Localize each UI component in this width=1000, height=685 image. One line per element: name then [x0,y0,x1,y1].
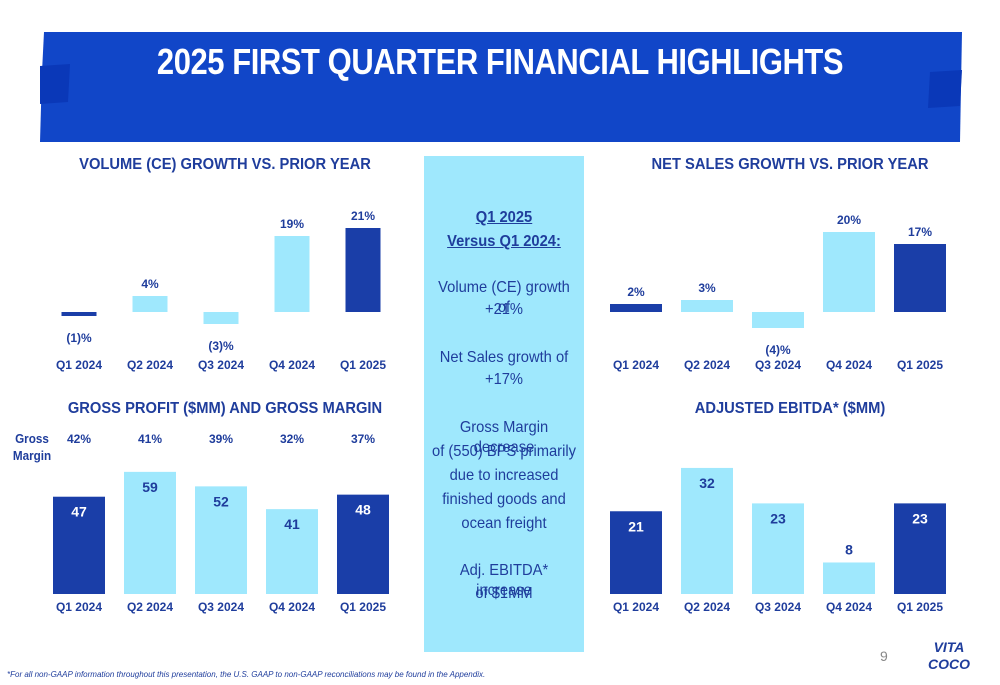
gross-profit-data-label: 59 [142,479,158,495]
gross-profit-data-label: 41 [284,516,300,532]
gross-profit-data-label: 48 [355,502,371,518]
ebitda-category-label: Q1 2025 [897,600,943,614]
net-sales-bar [681,300,733,312]
summary-heading-line2: Versus Q1 2024: [447,233,561,250]
gross-profit-bar [266,509,318,594]
ebitda-data-label: 23 [912,510,928,526]
volume-bar [132,296,168,312]
net-sales-chart-title: NET SALES GROWTH VS. PRIOR YEAR [651,156,929,173]
gross-profit-bar [53,496,105,594]
ebitda-bar [681,467,733,594]
net-sales-category-label: Q1 2024 [613,358,659,372]
volume-category-label: Q4 2024 [269,358,315,372]
gross-profit-bar [195,486,247,594]
summary-panel [424,156,584,652]
gross-margin-label: Gross Margin [12,430,52,464]
volume-bar [274,236,310,312]
ebitda-category-label: Q2 2024 [684,600,730,614]
summary-margin-line5: ocean freight [461,515,547,532]
summary-heading-line1: Q1 2025 [475,209,533,226]
net-sales-data-label: 2% [627,285,645,299]
net-sales-data-label: (4)% [765,343,791,357]
ebitda-chart-title: ADJUSTED EBITDA* ($MM) [694,400,886,417]
gross-profit-bar [124,471,176,594]
summary-margin-line2: of (550) BPS primarily [432,443,576,460]
logo-text-top: VITA [934,639,965,655]
summary-ebitda-line2: of $1MM [475,585,533,602]
volume-chart-title: VOLUME (CE) GROWTH VS. PRIOR YEAR [79,156,371,173]
volume-category-label: Q1 2025 [340,358,386,372]
vita-coco-logo: VITA COCO [928,639,970,672]
volume-bar [345,228,381,312]
volume-category-label: Q2 2024 [127,358,173,372]
ebitda-data-label: 32 [699,475,715,491]
net-sales-bar [752,312,804,328]
ebitda-category-label: Q3 2024 [755,600,801,614]
net-sales-category-label: Q1 2025 [897,358,943,372]
gross-profit-data-label: 47 [71,504,87,520]
summary-sales-line2: +17% [484,371,524,388]
gross-margin-value: 32% [280,432,304,446]
volume-data-label: 4% [141,277,159,291]
gross-profit-category-label: Q4 2024 [269,600,315,614]
gross-profit-category-label: Q1 2024 [56,600,102,614]
summary-volume-line1: Volume (CE) growth of [438,279,570,316]
gross-margin-value: 42% [67,432,91,446]
summary-margin-line1: Gross Margin decrease [459,419,549,456]
ebitda-bar [894,503,946,594]
volume-bar [61,312,97,316]
ebitda-bar [823,562,875,594]
summary-margin-line3: due to increased [449,467,559,484]
gross-profit-bar [337,494,389,594]
title-banner [40,32,962,142]
gross-profit-chart-title: GROSS PROFIT ($MM) AND GROSS MARGIN [67,400,383,417]
ebitda-bar [752,503,804,594]
volume-category-label: Q3 2024 [198,358,244,372]
gross-profit-category-label: Q1 2025 [340,600,386,614]
gross-margin-value: 39% [209,432,233,446]
net-sales-data-label: 17% [908,225,932,239]
gross-margin-value: 41% [138,432,162,446]
ebitda-category-label: Q1 2024 [613,600,659,614]
slide-title: 2025 FIRST QUARTER FINANCIAL HIGHLIGHTS [156,41,844,82]
footnote: *For all non-GAAP information throughout… [7,670,486,679]
net-sales-category-label: Q3 2024 [755,358,801,372]
gross-profit-data-label: 52 [213,493,229,509]
summary-sales-line1: Net Sales growth of [439,349,569,366]
logo-text-bottom: COCO [928,656,970,672]
volume-category-label: Q1 2024 [56,358,102,372]
ebitda-data-label: 23 [770,510,786,526]
net-sales-data-label: 20% [837,213,861,227]
net-sales-bar [823,232,875,312]
ebitda-category-label: Q4 2024 [826,600,872,614]
net-sales-bar [894,244,946,312]
gross-margin-label-line2: Margin [12,448,52,463]
gross-margin-label-line1: Gross [15,431,49,446]
summary-margin-line4: finished goods and [442,491,566,508]
gross-profit-category-label: Q3 2024 [198,600,244,614]
gross-margin-value: 37% [351,432,375,446]
net-sales-bar [610,304,662,312]
page-number: 9 [880,648,888,664]
volume-data-label: (1)% [66,331,92,345]
volume-data-label: (3)% [208,339,234,353]
ebitda-data-label: 8 [845,541,853,557]
volume-data-label: 21% [351,209,375,223]
gross-profit-category-label: Q2 2024 [127,600,173,614]
net-sales-category-label: Q2 2024 [684,358,730,372]
net-sales-category-label: Q4 2024 [826,358,872,372]
volume-bar [203,312,239,324]
summary-volume-line2: +21% [484,301,524,318]
volume-data-label: 19% [280,217,304,231]
summary-ebitda-line1: Adj. EBITDA* increase [459,562,549,599]
ebitda-data-label: 21 [628,518,644,534]
net-sales-data-label: 3% [698,281,716,295]
ebitda-bar [610,511,662,594]
